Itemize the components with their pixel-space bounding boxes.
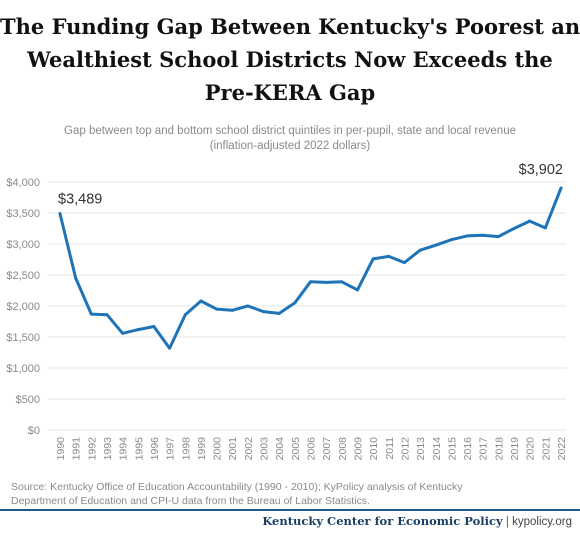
x-tick-label: 1990 [55,437,67,461]
x-tick-label: 1995 [133,437,145,461]
data-label: $3,489 [58,192,102,208]
title-line: Wealthiest School Districts Now Exceeds … [27,47,553,72]
data-point [402,261,406,265]
x-tick-label: 2004 [274,437,286,461]
x-tick-label: 2018 [493,437,505,461]
title-line: Pre-KERA Gap [204,80,376,105]
x-tick-label: 2021 [540,437,552,461]
y-tick-label: $500 [16,394,40,406]
x-tick-label: 2006 [306,437,318,461]
x-tick-label: 1994 [118,437,130,461]
x-tick-label: 2014 [431,437,443,461]
data-point [371,257,375,261]
data-point [230,308,234,312]
x-tick-label: 2020 [525,437,537,461]
y-tick-label: $1,500 [6,332,40,344]
data-point [418,248,422,252]
footer-separator: | [505,516,509,528]
source-line: Source: Kentucky Office of Education Acc… [11,481,463,493]
x-tick-label: 2009 [352,437,364,461]
data-point [215,307,219,311]
data-point [387,254,391,258]
y-tick-label: $0 [28,425,40,437]
data-point [246,304,250,308]
x-tick-label: 1992 [86,437,98,461]
x-tick-label: 2002 [243,437,255,461]
data-point [121,331,125,335]
x-tick-label: 2010 [368,437,380,461]
data-point [340,280,344,284]
series-line [58,186,563,350]
y-tick-label: $1,000 [6,363,40,375]
data-point [105,313,109,317]
data-point [89,312,93,316]
y-tick-label: $4,000 [6,177,40,189]
x-tick-label: 2001 [227,437,239,461]
x-tick-label: 2015 [446,437,458,461]
x-tick-label: 2007 [321,437,333,461]
chart-subtitle: Gap between top and bottom school distri… [0,124,580,154]
data-point [309,280,312,284]
data-point [543,226,547,230]
data-point [449,238,453,242]
data-label: $3,902 [519,162,563,178]
data-point [199,299,203,303]
x-tick-label: 2003 [259,437,271,461]
x-tick-label: 2019 [509,437,521,461]
x-tick-label: 1999 [196,437,208,461]
data-point [168,346,172,350]
data-point [496,235,500,239]
x-tick-label: 1996 [149,437,161,461]
x-tick-label: 2013 [415,437,427,461]
subtitle-line: (inflation-adjusted 2022 dollars) [209,140,371,152]
data-point [481,233,485,237]
data-point [136,328,140,332]
data-point [355,288,359,292]
data-point [262,310,266,314]
source-note: Source: Kentucky Office of Education Acc… [11,480,571,508]
footer-site-link[interactable]: kypolicy.org [512,516,572,528]
data-point [465,234,469,238]
footer-org: Kentucky Center for Economic Policy [262,514,503,528]
y-tick-label: $2,000 [6,301,40,313]
x-tick-label: 2012 [399,437,411,461]
footer: Kentucky Center for Economic Policy | ky… [262,514,572,528]
y-tick-label: $3,500 [6,208,40,220]
x-tick-label: 2022 [556,437,568,461]
x-tick-label: 1991 [71,437,83,461]
data-point [277,311,281,315]
x-tick-label: 2011 [384,437,396,460]
x-tick-label: 1998 [180,437,192,461]
x-tick-label: 1993 [102,437,114,461]
y-tick-label: $2,500 [6,270,40,282]
y-tick-label: $3,000 [6,239,40,251]
data-point [152,324,156,328]
data-point [559,186,563,190]
x-tick-label: 1997 [165,437,177,461]
data-point [183,313,187,317]
data-point [528,219,532,223]
data-point [74,276,78,280]
source-line: Department of Education and CPI-U data f… [11,495,370,507]
x-tick-label: 2005 [290,437,302,461]
chart-title: The Funding Gap Between Kentucky's Poore… [0,10,580,109]
data-point [512,227,516,230]
line-chart: $0 $500 $1,000 $1,500 $2,000 $2,500 $3,000 $3,5… [6,162,568,461]
subtitle-line: Gap between top and bottom school distri… [64,125,516,137]
data-point [434,243,438,247]
x-tick-label: 2000 [212,437,224,461]
footer-divider [0,509,580,511]
x-tick-label: 2016 [462,437,474,461]
x-tick-label: 2008 [337,437,349,461]
data-point [58,212,62,216]
data-point [324,280,328,284]
data-point [293,301,297,305]
x-tick-label: 2017 [478,437,490,461]
title-line: The Funding Gap Between Kentucky's Poore… [0,14,580,39]
